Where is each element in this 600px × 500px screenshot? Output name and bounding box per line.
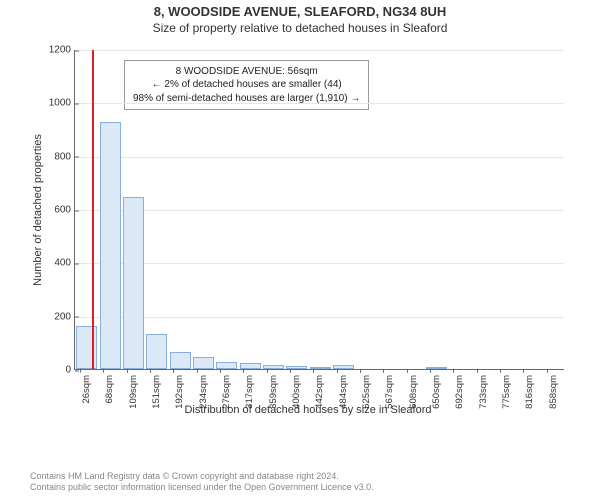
histogram-bar (76, 326, 97, 369)
page-title: 8, WOODSIDE AVENUE, SLEAFORD, NG34 8UH (0, 4, 600, 19)
histogram-bar (170, 352, 191, 369)
x-axis-label: Distribution of detached houses by size … (38, 404, 578, 416)
histogram-bar (193, 357, 214, 369)
histogram-chart: Number of detached properties 8 WOODSIDE… (38, 50, 578, 420)
attribution-footer: Contains HM Land Registry data © Crown c… (30, 471, 374, 494)
y-tick-label: 1000 (49, 98, 75, 109)
y-tick-label: 600 (54, 205, 75, 216)
grid-line (75, 210, 564, 211)
grid-line (75, 50, 564, 51)
y-tick-label: 200 (54, 311, 75, 322)
y-tick-label: 800 (54, 151, 75, 162)
page-subtitle: Size of property relative to detached ho… (0, 21, 600, 35)
property-marker-line (92, 50, 94, 369)
x-tick-label: 26sqm (81, 375, 92, 404)
chart-header: 8, WOODSIDE AVENUE, SLEAFORD, NG34 8UH S… (0, 0, 600, 35)
histogram-bar (100, 122, 121, 369)
footer-line2: Contains public sector information licen… (30, 482, 374, 494)
y-axis-label: Number of detached properties (32, 134, 44, 286)
footer-line1: Contains HM Land Registry data © Crown c… (30, 471, 374, 483)
plot-area: 8 WOODSIDE AVENUE: 56sqm ← 2% of detache… (74, 50, 564, 370)
histogram-bar (333, 365, 354, 369)
histogram-bar (123, 197, 144, 369)
histogram-bar (263, 365, 284, 369)
y-tick-label: 400 (54, 258, 75, 269)
y-tick-label: 0 (65, 365, 75, 376)
annotation-line2: ← 2% of detached houses are smaller (44) (133, 78, 360, 92)
grid-line (75, 103, 564, 104)
grid-line (75, 157, 564, 158)
histogram-bar (146, 334, 167, 369)
annotation-line1: 8 WOODSIDE AVENUE: 56sqm (133, 65, 360, 79)
grid-line (75, 317, 564, 318)
y-tick-label: 1200 (49, 45, 75, 56)
x-tick-label: 68sqm (104, 375, 115, 404)
grid-line (75, 263, 564, 264)
